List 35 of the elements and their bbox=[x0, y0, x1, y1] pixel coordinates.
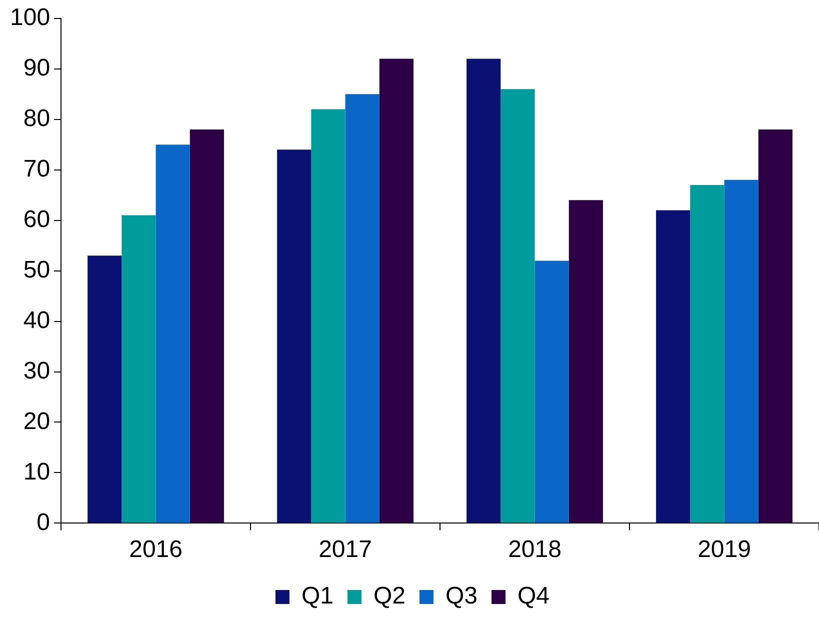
bar bbox=[277, 150, 312, 523]
x-tick-label: 2016 bbox=[129, 536, 182, 564]
legend-label: Q3 bbox=[446, 582, 478, 610]
bar bbox=[534, 260, 569, 523]
bar bbox=[379, 58, 414, 523]
y-tick-label: 30 bbox=[23, 357, 50, 384]
bar bbox=[190, 129, 224, 523]
y-tick-label: 0 bbox=[36, 508, 50, 536]
y-tick-label: 70 bbox=[23, 155, 50, 182]
bar bbox=[466, 58, 501, 523]
y-tick-label: 90 bbox=[23, 54, 50, 82]
bar bbox=[88, 256, 122, 523]
y-tick-label: 80 bbox=[23, 104, 50, 132]
bar bbox=[311, 109, 346, 523]
y-tick-label: 20 bbox=[23, 408, 50, 435]
y-tick-label: 10 bbox=[23, 458, 50, 486]
y-tick-label: 40 bbox=[23, 306, 50, 334]
bar bbox=[345, 94, 380, 523]
x-tick-label: 2017 bbox=[318, 536, 372, 564]
y-tick-label: 100 bbox=[10, 4, 50, 32]
x-tick-label: 2018 bbox=[508, 536, 562, 564]
bar bbox=[758, 129, 792, 523]
bar bbox=[656, 210, 690, 523]
y-tick-label: 50 bbox=[23, 256, 50, 284]
bar bbox=[500, 89, 535, 523]
bar bbox=[156, 144, 190, 523]
legend-label: Q1 bbox=[301, 582, 334, 610]
bar bbox=[568, 200, 603, 523]
legend-label: Q4 bbox=[518, 582, 550, 610]
bar bbox=[724, 180, 758, 523]
bar bbox=[690, 184, 724, 523]
legend-label: Q2 bbox=[373, 582, 406, 610]
x-tick-label: 2019 bbox=[698, 536, 751, 564]
y-tick-label: 60 bbox=[23, 206, 50, 233]
bar bbox=[122, 215, 156, 523]
